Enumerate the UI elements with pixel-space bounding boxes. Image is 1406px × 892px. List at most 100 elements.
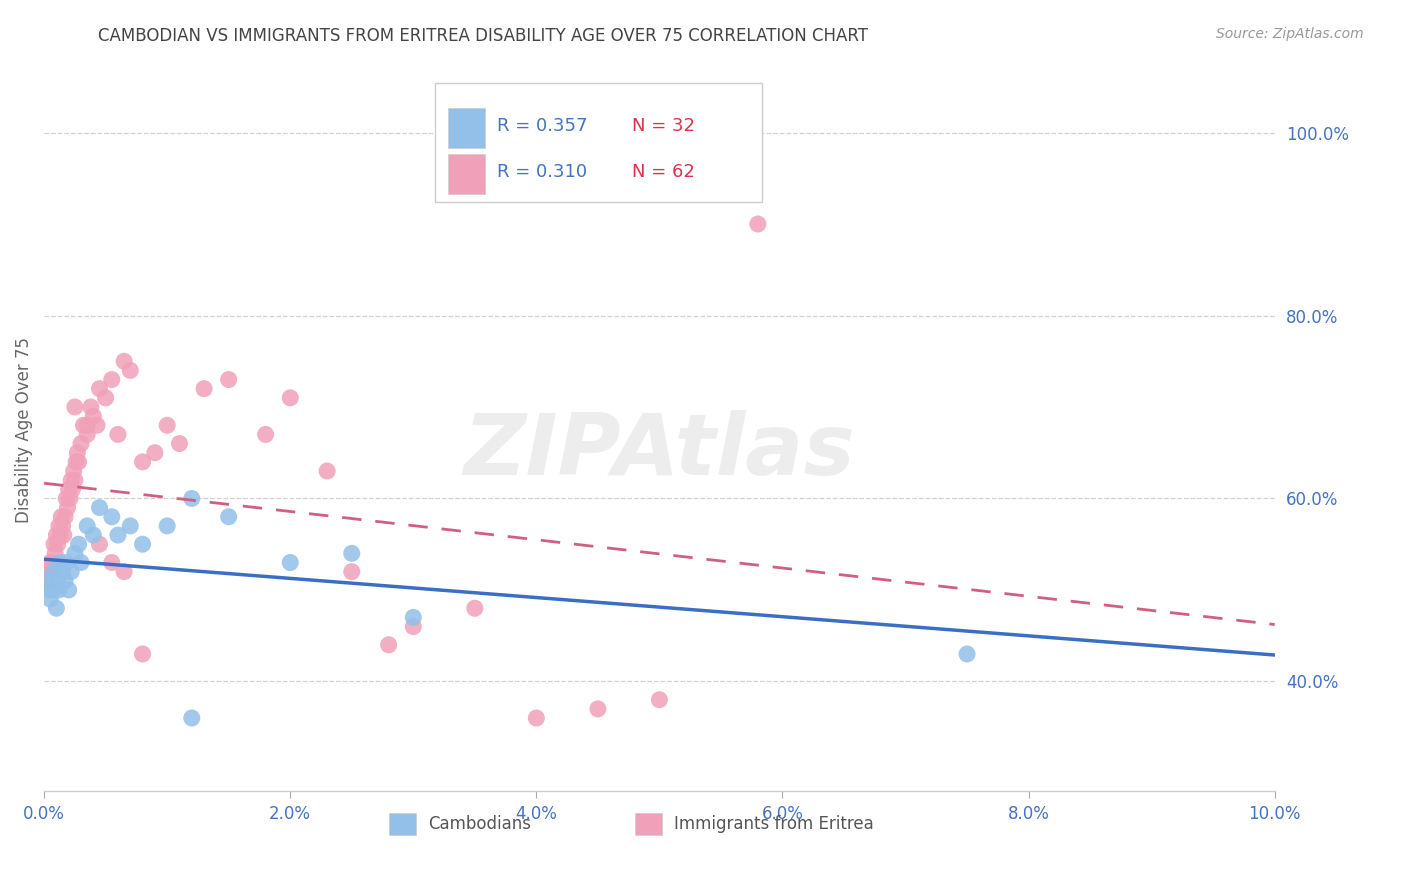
Point (56, 500, 79, 515)
Text: Immigrants from Eritrea: Immigrants from Eritrea (675, 814, 875, 833)
Point (55, 556, 77, 570)
Point (112, 354, 135, 368)
Point (60, 473, 83, 487)
Point (402, 610, 425, 624)
Point (55, 491, 77, 506)
Point (107, 528, 129, 542)
Point (120, 363, 142, 377)
Point (42, 537, 65, 551)
Point (340, 546, 363, 560)
Point (107, 427, 129, 442)
Point (52, 528, 75, 542)
Point (67, 537, 90, 551)
Point (89, 382, 111, 396)
Text: Source: ZipAtlas.com: Source: ZipAtlas.com (1216, 27, 1364, 41)
Point (51, 509, 73, 524)
FancyBboxPatch shape (447, 108, 485, 148)
Point (76, 519, 98, 533)
Point (46, 537, 69, 551)
Point (41, 565, 63, 579)
Point (66, 446, 89, 460)
Point (42, 565, 65, 579)
Point (586, 702, 609, 716)
Point (44, 546, 66, 560)
Point (120, 519, 142, 533)
Point (42, 556, 65, 570)
Point (89, 500, 111, 515)
Point (35, 574, 58, 588)
Point (80, 400, 103, 414)
Point (63, 400, 86, 414)
Point (86, 418, 108, 433)
Point (89, 537, 111, 551)
Point (94, 391, 117, 405)
Point (76, 418, 98, 433)
Point (62, 464, 84, 478)
Point (48, 519, 70, 533)
Point (82, 528, 104, 542)
Point (156, 418, 179, 433)
Point (169, 436, 191, 450)
Point (63, 546, 86, 560)
Point (377, 638, 399, 652)
Point (131, 455, 153, 469)
Point (956, 647, 979, 661)
Point (254, 427, 277, 442)
Point (180, 491, 202, 506)
FancyBboxPatch shape (634, 813, 662, 835)
Point (112, 565, 135, 579)
Text: N = 62: N = 62 (633, 163, 695, 181)
Point (45, 601, 67, 615)
Point (193, 382, 215, 396)
Point (72, 418, 94, 433)
Point (101, 509, 124, 524)
Text: R = 0.310: R = 0.310 (496, 163, 588, 181)
Point (39, 556, 62, 570)
Point (101, 372, 124, 386)
Point (340, 565, 363, 579)
Point (76, 427, 98, 442)
Point (63, 473, 86, 487)
Point (39, 592, 62, 607)
Text: ZIPAtlas: ZIPAtlas (464, 410, 855, 493)
Text: R = 0.357: R = 0.357 (496, 118, 588, 136)
Point (402, 619, 425, 633)
Point (747, 217, 769, 231)
FancyBboxPatch shape (388, 813, 416, 835)
Point (218, 509, 240, 524)
Point (52, 519, 75, 533)
Point (131, 537, 153, 551)
Point (58, 582, 80, 597)
Point (524, 711, 547, 725)
Text: Cambodians: Cambodians (427, 814, 531, 833)
Point (38, 582, 60, 597)
Point (218, 372, 240, 386)
Point (278, 391, 301, 405)
Point (53, 574, 76, 588)
Point (70, 436, 93, 450)
FancyBboxPatch shape (436, 83, 762, 202)
Point (35, 565, 58, 579)
Point (52, 565, 75, 579)
Point (180, 711, 202, 725)
Point (34, 574, 56, 588)
FancyBboxPatch shape (447, 153, 485, 194)
Point (42, 582, 65, 597)
Point (49, 528, 72, 542)
Point (156, 519, 179, 533)
Point (45, 528, 67, 542)
Point (464, 601, 486, 615)
Y-axis label: Disability Age Over 75: Disability Age Over 75 (15, 337, 32, 523)
Point (60, 565, 83, 579)
Point (65, 455, 87, 469)
Point (67, 455, 90, 469)
Point (131, 647, 153, 661)
Point (37, 574, 59, 588)
Point (316, 464, 339, 478)
Point (58, 483, 80, 497)
Point (82, 409, 104, 424)
Point (648, 692, 671, 706)
Point (101, 556, 124, 570)
Point (143, 446, 166, 460)
Point (59, 491, 82, 506)
